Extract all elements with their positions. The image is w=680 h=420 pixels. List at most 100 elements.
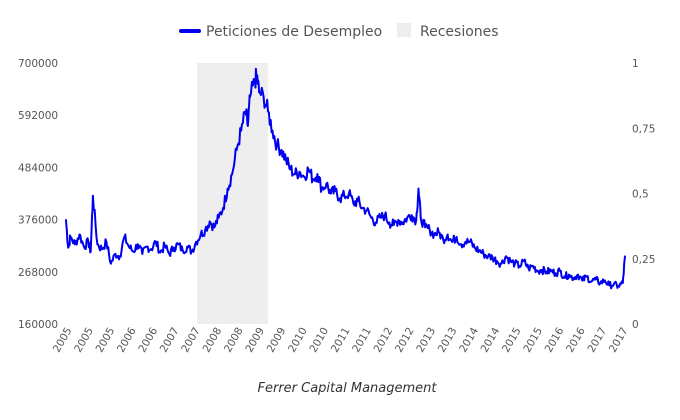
- data-point: [226, 187, 229, 190]
- data-point: [522, 260, 525, 263]
- x-tick-label: 2008: [201, 326, 225, 355]
- data-point: [352, 202, 355, 205]
- data-point: [527, 267, 530, 270]
- data-point: [343, 194, 346, 197]
- data-point: [379, 216, 382, 219]
- x-tick-label: 2013: [436, 326, 460, 355]
- data-point: [590, 280, 593, 283]
- data-point: [118, 255, 121, 258]
- data-point: [262, 95, 265, 98]
- data-point: [168, 252, 171, 255]
- data-point: [478, 249, 481, 252]
- y-right-tick-label: 0,5: [632, 189, 649, 201]
- data-point: [91, 194, 94, 197]
- data-point: [451, 240, 454, 243]
- data-point: [572, 277, 575, 280]
- data-point: [549, 269, 552, 272]
- data-point: [246, 124, 249, 127]
- data-point: [460, 243, 463, 246]
- data-point: [123, 236, 126, 238]
- x-tick-label: 2006: [136, 325, 160, 354]
- x-tick-label: 2010: [307, 326, 331, 355]
- data-point: [365, 209, 368, 212]
- data-point: [159, 251, 162, 254]
- x-tick-label: 2011: [329, 326, 353, 355]
- data-point: [608, 284, 611, 287]
- y-left-tick-label: 484000: [18, 162, 58, 174]
- data-point: [163, 244, 166, 247]
- x-tick-label: 2009: [265, 326, 289, 355]
- data-point: [136, 243, 139, 246]
- data-point: [599, 281, 602, 284]
- y-right-tick-label: 0,75: [632, 123, 655, 135]
- data-point: [280, 149, 283, 151]
- data-point: [145, 245, 148, 248]
- x-tick-label: 2012: [393, 326, 417, 355]
- data-point: [114, 252, 117, 255]
- data-point: [65, 219, 67, 222]
- x-tick-label: 2007: [158, 326, 182, 355]
- y-left-tick-label: 700000: [18, 58, 58, 70]
- data-point: [417, 187, 420, 190]
- data-point: [509, 260, 512, 263]
- data-point: [612, 283, 615, 286]
- x-tick-label: 2014: [457, 325, 481, 354]
- data-point: [311, 178, 314, 180]
- data-point: [244, 110, 247, 113]
- x-tick-label: 2014: [479, 325, 503, 354]
- y-right-tick-label: 1: [632, 58, 639, 70]
- data-point: [397, 219, 400, 222]
- data-point: [437, 231, 440, 234]
- x-tick-label: 2006: [115, 325, 139, 354]
- y-axis-right: 1 0,75 0,5 0,25 0: [632, 58, 655, 331]
- data-point: [276, 144, 279, 147]
- y-right-tick-label: 0: [632, 319, 639, 331]
- data-point: [253, 81, 256, 84]
- data-point: [258, 91, 261, 93]
- data-point: [388, 221, 391, 224]
- data-point: [298, 170, 301, 173]
- data-point: [127, 245, 130, 248]
- data-point: [518, 265, 521, 267]
- x-tick-label: 2009: [243, 326, 267, 355]
- data-point: [576, 273, 579, 276]
- data-point: [69, 236, 72, 238]
- data-point: [401, 221, 404, 224]
- legend[interactable]: Peticiones de Desempleo Recesiones: [179, 23, 499, 40]
- data-point: [540, 268, 543, 271]
- data-point: [433, 233, 436, 236]
- data-point: [285, 158, 288, 161]
- data-point: [172, 246, 175, 249]
- data-point: [505, 255, 508, 258]
- x-tick-label: 2010: [286, 326, 310, 355]
- data-point: [307, 168, 310, 171]
- x-axis: 2005200520052006200620072007200820082009…: [51, 325, 631, 354]
- y-left-tick-label: 160000: [18, 319, 58, 331]
- data-point: [428, 228, 431, 231]
- data-point: [338, 197, 341, 200]
- data-point: [208, 220, 211, 223]
- data-point: [473, 246, 476, 249]
- data-point: [289, 168, 292, 171]
- data-point: [392, 223, 395, 226]
- data-point: [199, 233, 202, 236]
- data-point: [316, 173, 319, 176]
- data-point: [213, 226, 216, 229]
- data-point: [545, 270, 548, 273]
- data-point: [513, 262, 516, 265]
- data-point: [347, 192, 350, 195]
- x-tick-label: 2007: [179, 326, 203, 355]
- x-tick-label: 2016: [564, 325, 588, 354]
- x-tick-label: 2017: [607, 326, 631, 355]
- y-left-tick-label: 376000: [18, 215, 58, 227]
- data-point: [469, 240, 472, 243]
- data-point: [554, 272, 557, 275]
- data-point: [109, 262, 112, 265]
- data-point: [231, 173, 234, 176]
- x-tick-label: 2011: [350, 326, 374, 355]
- data-point: [464, 240, 467, 243]
- data-point: [222, 207, 225, 209]
- legend-label-claims: Peticiones de Desempleo: [206, 24, 382, 40]
- y-left-tick-label: 592000: [18, 110, 58, 122]
- data-point: [235, 149, 238, 151]
